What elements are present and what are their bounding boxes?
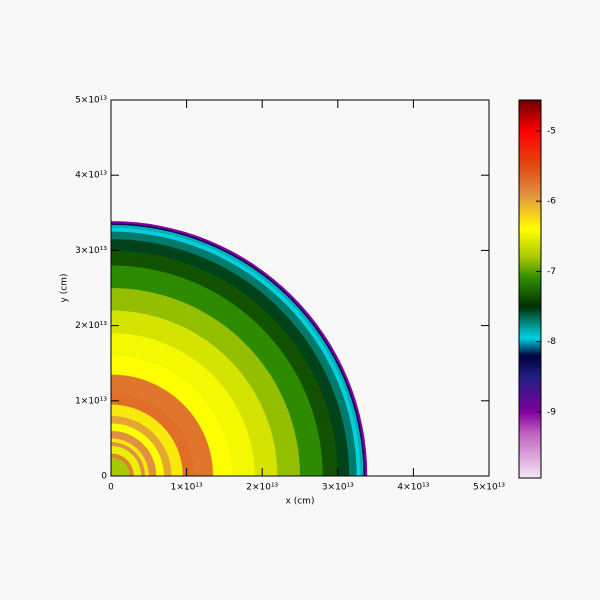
shell — [111, 457, 130, 476]
x-tick-label: 0 — [108, 483, 114, 493]
colorbar — [518, 99, 542, 479]
x-tick-label: 3×10¹³ — [322, 483, 354, 493]
y-tick-label: 4×10¹³ — [75, 171, 107, 181]
colorbar-tick-label: -9 — [547, 407, 556, 417]
colorbar-tick-label: -6 — [547, 197, 556, 207]
plot-frame — [110, 99, 490, 477]
x-tick-label: 4×10¹³ — [397, 483, 429, 493]
map — [111, 221, 368, 476]
y-tick-label: 2×10¹³ — [75, 321, 107, 331]
colorbar-tick-label: -7 — [547, 267, 556, 277]
x-axis-label: x (cm) — [286, 497, 315, 507]
x-tick-label: 5×10¹³ — [473, 483, 505, 493]
y-axis-label: y (cm) — [60, 274, 70, 303]
y-tick-label: 1×10¹³ — [75, 396, 107, 406]
y-tick-label: 0 — [101, 472, 107, 482]
y-tick-label: 5×10¹³ — [75, 96, 107, 106]
colorbar-tick-label: -8 — [547, 337, 556, 347]
y-tick-label: 3×10¹³ — [75, 246, 107, 256]
x-tick-label: 2×10¹³ — [246, 483, 278, 493]
x-tick-label: 1×10¹³ — [171, 483, 203, 493]
colorbar-tick-label: -5 — [547, 126, 556, 136]
